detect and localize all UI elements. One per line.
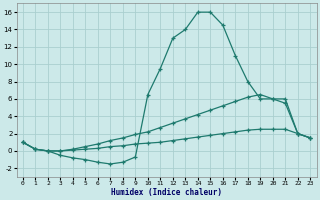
X-axis label: Humidex (Indice chaleur): Humidex (Indice chaleur) (111, 188, 222, 197)
